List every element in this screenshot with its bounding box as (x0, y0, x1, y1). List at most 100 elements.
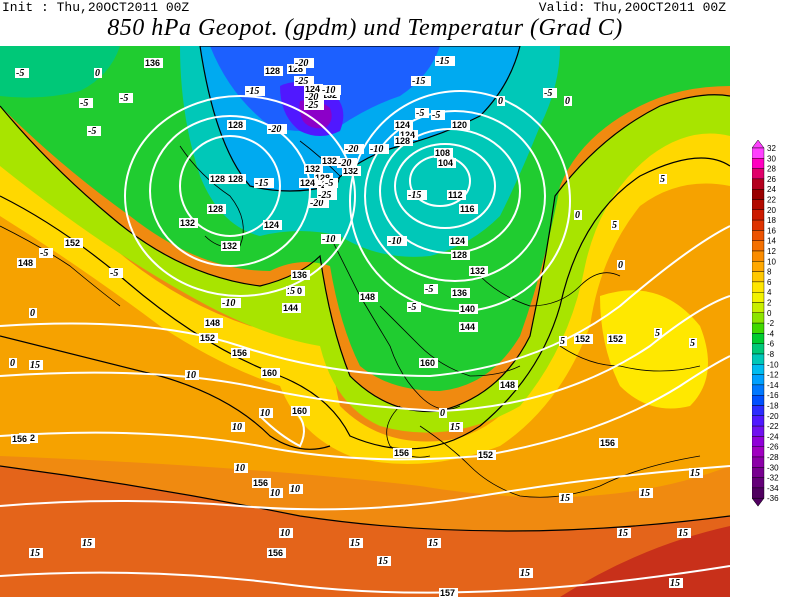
temperature-label: 0 (439, 408, 447, 419)
svg-text:116: 116 (460, 204, 475, 214)
geopotential-label: 160 (419, 358, 438, 368)
coastlines (0, 140, 701, 498)
geopotential-label: 128 (209, 174, 228, 184)
temperature-label: -5 (431, 110, 445, 121)
temperature-label: -5 (79, 98, 93, 109)
temperature-label: -15 (407, 190, 427, 201)
temperature-label: 15 (349, 538, 363, 549)
init-time: Init : Thu,20OCT2011 00Z (2, 0, 190, 15)
geopotential-label: 156 (599, 438, 618, 448)
svg-text:15: 15 (690, 468, 700, 479)
svg-text:-20: -20 (295, 58, 308, 69)
svg-text:128: 128 (228, 120, 243, 130)
legend-swatch (752, 250, 765, 262)
legend-swatch (752, 209, 765, 221)
fill-south-red (0, 466, 730, 597)
legend-swatch (752, 261, 765, 272)
geopotential-label: 124 (399, 130, 418, 140)
temperature-label: 15 (427, 538, 441, 549)
legend-swatch (752, 405, 765, 417)
svg-text:-15: -15 (246, 86, 259, 97)
svg-text:152: 152 (575, 334, 590, 344)
color-legend: 32302826242220181614121086420-2-4-6-8-10… (752, 140, 779, 507)
legend-swatch (752, 487, 765, 499)
svg-text:5: 5 (612, 220, 617, 231)
legend-label: 8 (767, 268, 772, 277)
temperature-label: 10 (234, 463, 248, 474)
svg-text:148: 148 (360, 292, 375, 302)
svg-text:160: 160 (262, 368, 277, 378)
temperature-label: 0 (94, 68, 102, 79)
temperature-label: -5 (424, 284, 438, 295)
svg-text:-5: -5 (88, 126, 96, 137)
legend-swatch (752, 477, 765, 489)
temperature-label: 15 (519, 568, 533, 579)
svg-text:-5: -5 (40, 248, 48, 259)
svg-text:136: 136 (452, 288, 467, 298)
svg-text:144: 144 (460, 322, 475, 332)
temperature-label: 5 (659, 174, 667, 185)
svg-text:15: 15 (30, 360, 40, 371)
temperature-label: 0 (574, 210, 582, 221)
svg-text:148: 148 (205, 318, 220, 328)
svg-text:-10: -10 (370, 144, 383, 155)
temperature-labels: -5 -5 -5 -5 -15 -20 -20 -10 -15 -5 -5 0 0 -5 -15 -25 -25… (9, 56, 703, 589)
svg-text:128: 128 (452, 250, 467, 260)
legend-label: 14 (767, 237, 776, 246)
fill-nw-cyan (0, 46, 120, 98)
svg-text:156: 156 (394, 448, 409, 458)
svg-text:132: 132 (305, 164, 320, 174)
svg-text:10: 10 (290, 484, 300, 495)
legend-label: -34 (767, 484, 779, 493)
geopotential-label: 156 (267, 548, 286, 558)
svg-text:5: 5 (690, 338, 695, 349)
svg-text:124: 124 (305, 84, 320, 94)
geopotential-label: 152 (574, 334, 593, 344)
svg-text:132: 132 (470, 266, 485, 276)
temperature-label: -15 (435, 56, 455, 67)
svg-text:-5: -5 (432, 110, 440, 121)
geopotential-label: 152 (64, 238, 83, 248)
legend-swatch (752, 312, 765, 324)
svg-text:0: 0 (30, 308, 35, 319)
legend-label: -6 (767, 340, 775, 349)
geopotential-label: 156 (11, 434, 30, 444)
temperature-label: 0 (617, 260, 625, 271)
map-title: 850 hPa Geopot. (gpdm) und Temperatur (G… (107, 15, 623, 41)
svg-text:152: 152 (608, 334, 623, 344)
legend-label: -32 (767, 474, 779, 483)
temperature-label: -15 (254, 178, 274, 189)
svg-text:-5: -5 (16, 68, 24, 79)
geopotential-label: 148 (499, 380, 518, 390)
temperature-label: 0 (9, 358, 17, 369)
legend-swatch (752, 178, 765, 190)
svg-text:10: 10 (270, 488, 280, 499)
temperature-label: -20 (304, 92, 324, 103)
svg-text:-10: -10 (222, 298, 235, 309)
temperature-label: -10 (221, 298, 241, 309)
geopotential-label: 124 (263, 220, 282, 230)
legend-label: 12 (767, 247, 776, 256)
legend-label: -8 (767, 350, 775, 359)
legend-swatch (752, 230, 765, 241)
temperature-label: 15 (617, 528, 631, 539)
svg-text:160: 160 (420, 358, 435, 368)
legend-swatch (752, 425, 765, 437)
temperature-label: 0 (564, 96, 572, 107)
svg-text:5: 5 (655, 328, 660, 339)
geopotential-label: 152 (607, 334, 626, 344)
geopotential-label: 160 (291, 406, 310, 416)
svg-text:-25: -25 (318, 190, 331, 201)
geopotential-label: 124 (394, 120, 413, 130)
legend-arrow-up (752, 140, 765, 149)
temperature-label: 15 (677, 528, 691, 539)
geopotential-label: 152 (199, 333, 218, 343)
geopotential-label: 116 (459, 204, 478, 214)
legend-label: 22 (767, 196, 776, 205)
temperature-label: -10 (369, 144, 389, 155)
svg-text:-15: -15 (412, 76, 425, 87)
svg-text:-5: -5 (80, 98, 88, 109)
svg-text:132: 132 (343, 166, 358, 176)
temperature-label: 5 (559, 336, 567, 347)
temperature-label: -25 (304, 100, 324, 111)
